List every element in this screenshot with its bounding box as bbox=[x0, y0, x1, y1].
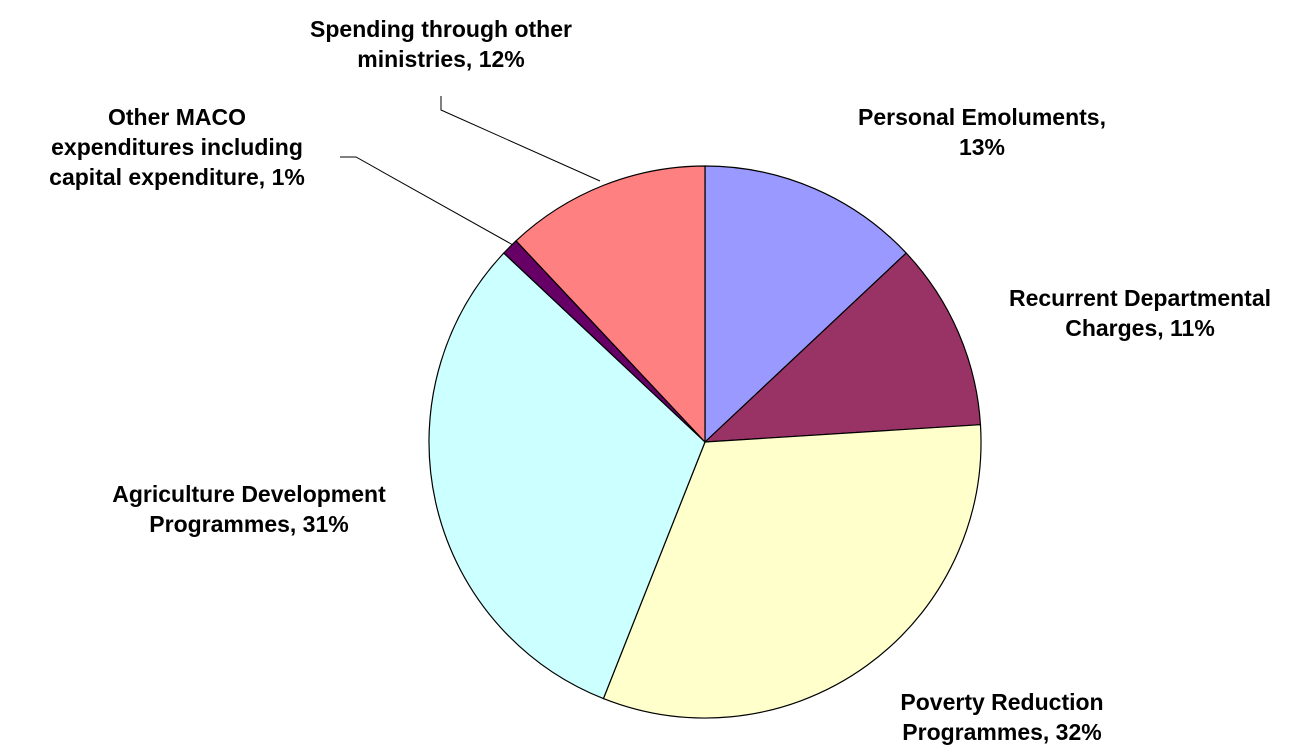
slice-label-line: Spending through other bbox=[310, 16, 572, 42]
slice-label-poverty-reduction-programmes: Poverty Reduction Programmes, 32% bbox=[900, 689, 1103, 745]
slice-label-agriculture-development-programmes: Agriculture Development Programmes, 31% bbox=[112, 481, 386, 537]
slice-label-line: Poverty Reduction bbox=[900, 689, 1103, 715]
pie-slice-personal-emoluments bbox=[704, 165, 907, 443]
leader-line-spending-through-other-ministries bbox=[440, 96, 601, 182]
slice-label-line: Agriculture Development bbox=[112, 481, 386, 507]
slice-label-line: 13% bbox=[959, 134, 1005, 160]
pie-slices bbox=[428, 165, 982, 719]
slice-labels: Personal Emoluments, 13% Recurrent Departm… bbox=[49, 16, 1271, 745]
pie-slice-agriculture-development-programmes bbox=[428, 252, 706, 700]
slice-label-recurrent-departmental-charges: Recurrent Departmental Charges, 11% bbox=[1009, 285, 1271, 341]
leader-line-other-maco-expenditures-including-capital-expenditure bbox=[340, 156, 514, 246]
slice-label-line: Programmes, 31% bbox=[149, 511, 348, 537]
leader-lines bbox=[340, 96, 601, 246]
slice-label-line: capital expenditure, 1% bbox=[49, 164, 305, 190]
pie-slice-poverty-reduction-programmes bbox=[602, 424, 982, 719]
pie-slice-recurrent-departmental-charges bbox=[704, 252, 982, 443]
pie-slice-spending-through-other-ministries bbox=[515, 165, 706, 443]
slice-label-line: Charges, 11% bbox=[1065, 315, 1215, 341]
slice-label-line: Recurrent Departmental bbox=[1009, 285, 1271, 311]
slice-label-personal-emoluments: Personal Emoluments, 13% bbox=[858, 104, 1106, 160]
slice-label-line: expenditures including bbox=[51, 134, 303, 160]
slice-label-spending-through-other-ministries: Spending through other ministries, 12% bbox=[310, 16, 572, 72]
slice-label-line: ministries, 12% bbox=[357, 46, 524, 72]
slice-label-line: Other MACO bbox=[108, 104, 246, 130]
slice-label-line: Programmes, 32% bbox=[902, 719, 1101, 745]
slice-label-line: Personal Emoluments, bbox=[858, 104, 1106, 130]
slice-label-other-maco-expenditures-including-capital-expenditure: Other MACO expenditures including capital … bbox=[49, 104, 305, 190]
